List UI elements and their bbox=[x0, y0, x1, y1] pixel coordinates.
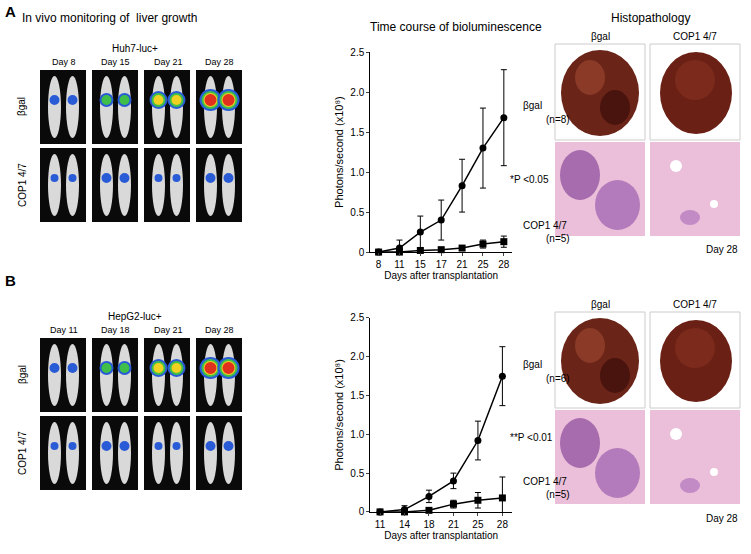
svg-text:1.0: 1.0 bbox=[350, 429, 364, 440]
svg-text:0: 0 bbox=[359, 247, 365, 258]
svg-text:2.5: 2.5 bbox=[350, 47, 364, 58]
svg-text:Day 11: Day 11 bbox=[50, 325, 78, 335]
svg-text:1.5: 1.5 bbox=[350, 127, 364, 138]
svg-text:Day 28: Day 28 bbox=[205, 325, 234, 335]
svg-text:(n=5): (n=5) bbox=[546, 489, 570, 500]
svg-text:0.5: 0.5 bbox=[350, 207, 364, 218]
svg-text:Day 28: Day 28 bbox=[205, 57, 234, 67]
svg-text:2.0: 2.0 bbox=[350, 351, 364, 362]
svg-text:**P <0.01: **P <0.01 bbox=[510, 432, 553, 443]
svg-text:βgal: βgal bbox=[523, 100, 542, 111]
svg-text:COP1 4/7: COP1 4/7 bbox=[673, 31, 717, 42]
svg-text:βgal: βgal bbox=[17, 365, 28, 384]
svg-text:βgal: βgal bbox=[591, 299, 610, 310]
svg-text:Photons/second (x10⁸): Photons/second (x10⁸) bbox=[333, 359, 345, 471]
svg-text:Day 28: Day 28 bbox=[706, 513, 738, 524]
svg-text:βgal: βgal bbox=[16, 97, 27, 116]
svg-text:17: 17 bbox=[436, 259, 448, 270]
svg-text:Days after transplantation: Days after transplantation bbox=[384, 530, 498, 541]
svg-text:B: B bbox=[5, 272, 16, 289]
svg-text:Days after transplantation: Days after transplantation bbox=[384, 270, 498, 281]
svg-text:11: 11 bbox=[375, 519, 386, 530]
svg-text:Huh7-luc+: Huh7-luc+ bbox=[112, 43, 158, 54]
svg-text:COP1 4/7: COP1 4/7 bbox=[523, 220, 567, 231]
svg-text:βgal: βgal bbox=[591, 31, 610, 42]
svg-text:25: 25 bbox=[477, 259, 489, 270]
svg-text:COP1 4/7: COP1 4/7 bbox=[17, 431, 28, 475]
svg-text:28: 28 bbox=[497, 519, 509, 530]
svg-text:Day 15: Day 15 bbox=[101, 57, 130, 67]
svg-text:COP1 4/7: COP1 4/7 bbox=[673, 299, 717, 310]
svg-text:18: 18 bbox=[423, 519, 435, 530]
svg-text:25: 25 bbox=[472, 519, 484, 530]
svg-text:Histopathology: Histopathology bbox=[611, 11, 690, 25]
svg-text:Time course of bioluminescence: Time course of bioluminescence bbox=[370, 20, 542, 34]
svg-text:1.5: 1.5 bbox=[350, 390, 364, 401]
svg-text:In vivo monitoring of liver g: In vivo monitoring of liver growth bbox=[22, 11, 197, 25]
svg-text:COP1 4/7: COP1 4/7 bbox=[17, 163, 28, 207]
svg-text:Photons/second (x10⁸): Photons/second (x10⁸) bbox=[333, 96, 345, 208]
svg-text:28: 28 bbox=[498, 259, 510, 270]
svg-text:2.5: 2.5 bbox=[350, 312, 364, 323]
svg-text:8: 8 bbox=[376, 259, 382, 270]
svg-text:Day 8: Day 8 bbox=[52, 57, 76, 67]
svg-text:15: 15 bbox=[415, 259, 427, 270]
svg-text:*P <0.05: *P <0.05 bbox=[510, 174, 549, 185]
svg-text:(n=8): (n=8) bbox=[546, 114, 570, 125]
svg-text:14: 14 bbox=[399, 519, 411, 530]
svg-text:Day 21: Day 21 bbox=[154, 57, 183, 67]
svg-text:1.0: 1.0 bbox=[350, 167, 364, 178]
svg-text:A: A bbox=[5, 3, 16, 20]
svg-text:0: 0 bbox=[359, 506, 365, 517]
svg-text:2.0: 2.0 bbox=[350, 87, 364, 98]
svg-text:21: 21 bbox=[448, 519, 460, 530]
svg-text:21: 21 bbox=[457, 259, 469, 270]
svg-text:Day 21: Day 21 bbox=[154, 325, 183, 335]
svg-text:(n=5): (n=5) bbox=[546, 233, 570, 244]
svg-text:HepG2-luc+: HepG2-luc+ bbox=[108, 311, 162, 322]
svg-text:11: 11 bbox=[394, 259, 405, 270]
svg-text:0.5: 0.5 bbox=[350, 468, 364, 479]
svg-text:βgal: βgal bbox=[523, 359, 542, 370]
svg-text:(n=6): (n=6) bbox=[546, 373, 570, 384]
svg-text:Day 18: Day 18 bbox=[101, 325, 130, 335]
svg-text:Day 28: Day 28 bbox=[706, 244, 738, 255]
svg-text:COP1 4/7: COP1 4/7 bbox=[523, 476, 567, 487]
